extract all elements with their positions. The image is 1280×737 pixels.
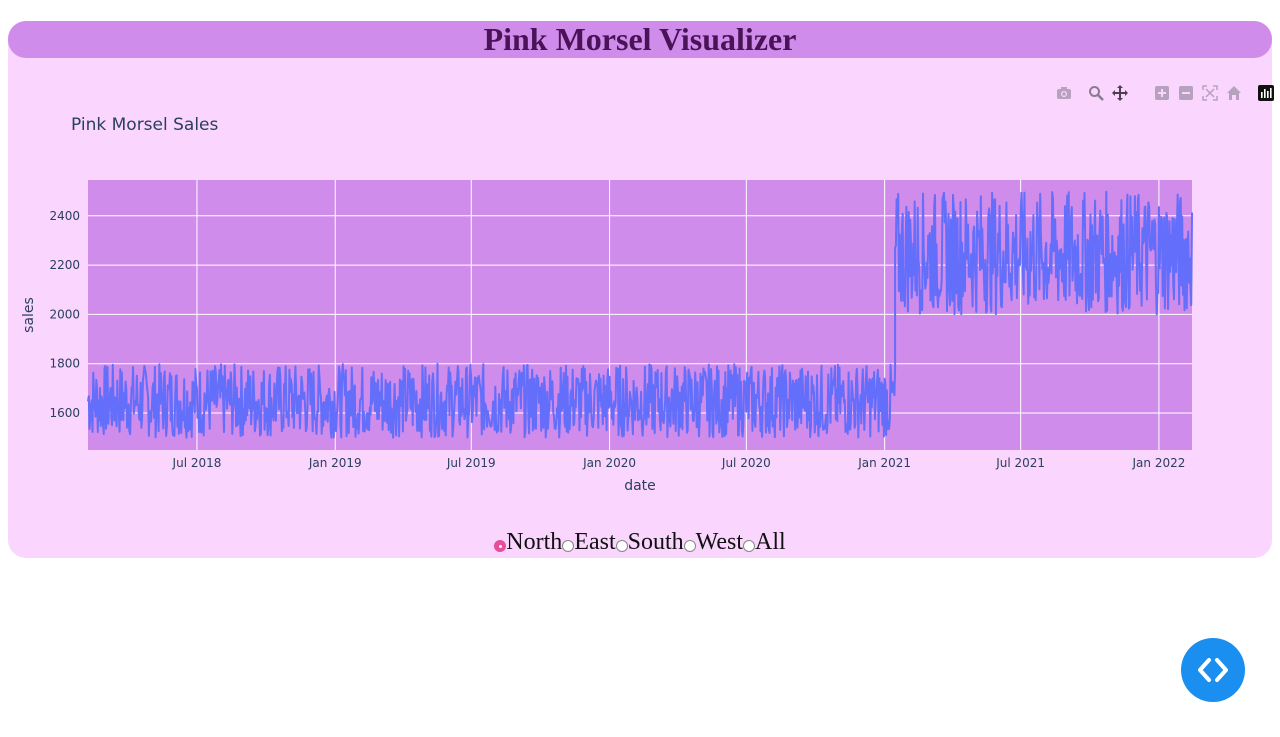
radio-option-west[interactable]: West [683,529,744,556]
code-brackets-icon [1198,658,1228,682]
radio-label: North [506,529,563,555]
y-tick-label: 2200 [49,258,80,272]
radio-input[interactable] [494,539,507,552]
x-tick-label: Jan 2019 [308,456,362,470]
pan-icon[interactable] [1110,83,1130,103]
x-tick-label: Jan 2021 [857,456,911,470]
y-tick-label: 2000 [49,307,80,321]
radio-label: East [574,529,616,555]
region-radio-group: North East South West All [8,529,1272,559]
radio-option-north[interactable]: North [494,529,562,556]
zoom-in-icon[interactable] [1152,83,1172,103]
plotly-logo-icon[interactable] [1256,83,1276,103]
x-tick-label: Jul 2019 [446,456,496,470]
x-tick-label: Jan 2020 [582,456,636,470]
header-banner: Pink Morsel Visualizer [8,21,1272,58]
autoscale-icon[interactable] [1200,83,1220,103]
camera-icon[interactable] [1054,83,1074,103]
radio-input[interactable] [743,539,756,552]
radio-label: All [755,529,786,555]
chart-title: Pink Morsel Sales [71,115,219,135]
x-tick-label: Jul 2020 [721,456,771,470]
radio-option-east[interactable]: East [562,529,616,556]
radio-input[interactable] [683,539,696,552]
radio-option-all[interactable]: All [743,529,786,556]
reset-axes-icon[interactable] [1224,83,1244,103]
zoom-icon[interactable] [1086,83,1106,103]
x-axis-title: date [624,478,656,494]
y-tick-label: 1800 [49,357,80,371]
app-container: Pink Morsel Visualizer 1600 1800 2000 2200 2… [8,21,1274,559]
y-axis-title: sales [21,297,37,333]
zoom-out-icon[interactable] [1176,83,1196,103]
line-chart[interactable]: 1600 1800 2000 2200 2400 Jul 2018 Jan 2019 Jul … [8,81,1272,521]
x-tick-label: Jul 2018 [172,456,222,470]
page-title: Pink Morsel Visualizer [483,21,797,57]
radio-input[interactable] [615,539,628,552]
code-toggle-button[interactable] [1181,638,1245,702]
sales-series-line [87,190,1193,439]
y-tick-label: 2400 [49,209,80,223]
radio-label: South [627,529,684,555]
radio-input[interactable] [562,539,575,552]
radio-label: West [695,529,744,555]
x-tick-label: Jan 2022 [1132,456,1186,470]
y-tick-label: 1600 [49,406,80,420]
sales-graph[interactable]: 1600 1800 2000 2200 2400 Jul 2018 Jan 2019 Jul … [8,81,1272,521]
x-tick-label: Jul 2021 [995,456,1045,470]
radio-option-south[interactable]: South [615,529,684,556]
